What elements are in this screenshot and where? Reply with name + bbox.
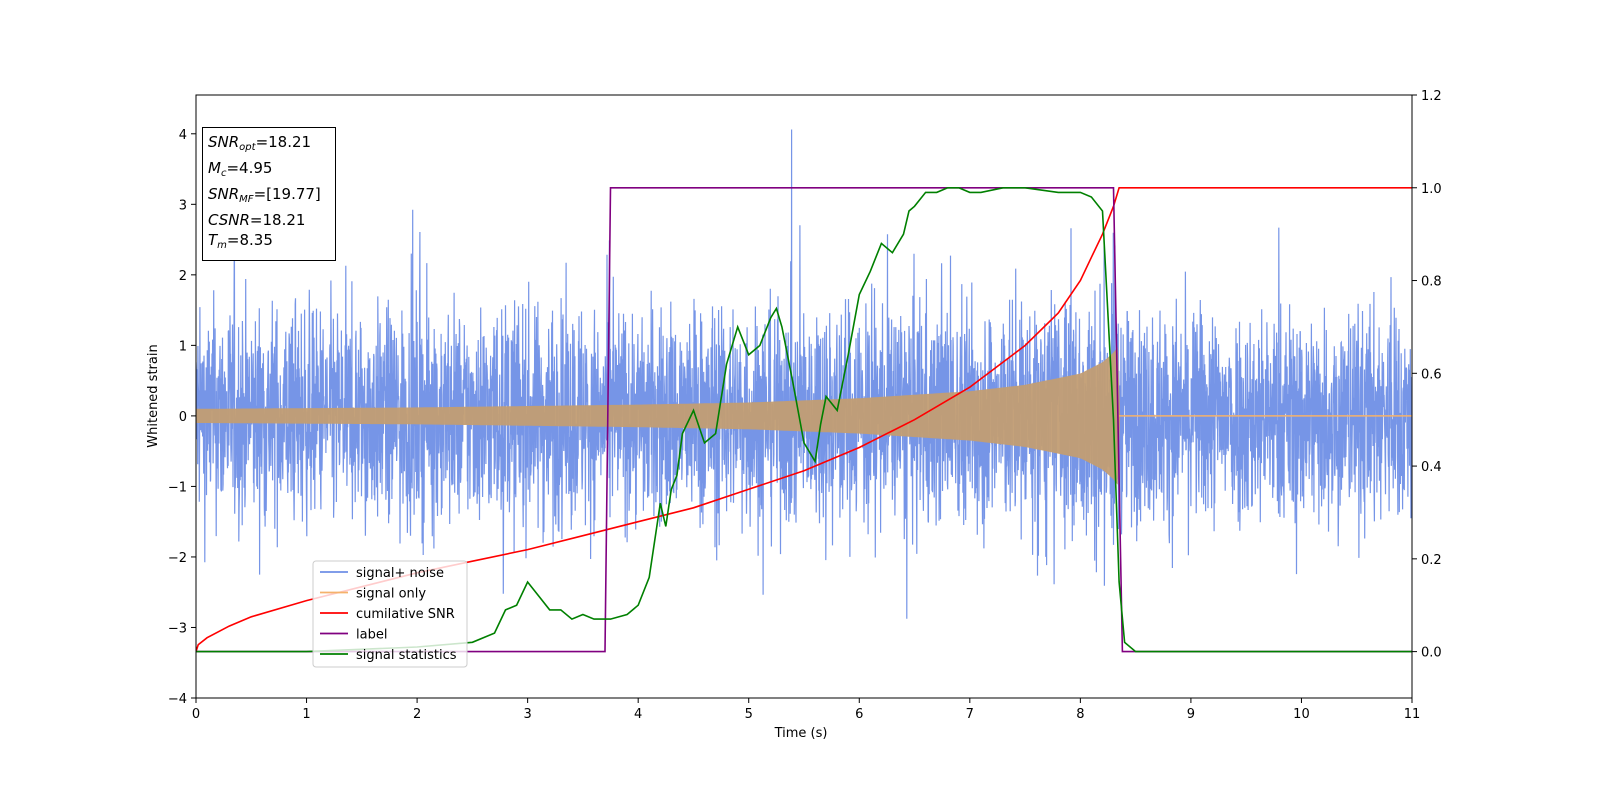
x-tick-label: 3 <box>523 707 531 722</box>
x-tick-label: 5 <box>745 707 753 722</box>
y2-tick-label: 0.0 <box>1421 646 1442 661</box>
y2-tick-label: 0.6 <box>1421 367 1442 382</box>
x-tick-label: 9 <box>1187 707 1195 722</box>
y2-tick-label: 0.2 <box>1421 553 1442 568</box>
info-mc-value: =4.95 <box>226 159 273 177</box>
legend-items: signal+ noise signal only cumilative SNR la… <box>320 566 457 663</box>
y-tick-label: −3 <box>168 621 187 636</box>
info-mc: Mc=4.95 <box>208 158 331 184</box>
legend-label-signal-only: signal only <box>356 587 426 602</box>
y2-axis-ticks: 0.0 0.2 0.4 0.6 0.8 1.0 1.2 <box>1412 89 1442 661</box>
y-tick-label: −1 <box>168 480 187 495</box>
info-snr-opt-symbol: SNR <box>208 133 240 151</box>
y-tick-label: −2 <box>168 551 187 566</box>
info-csnr-symbol: CSNR <box>208 211 250 229</box>
y-axis-label: Whitened strain <box>146 344 161 447</box>
x-tick-label: 8 <box>1076 707 1084 722</box>
x-tick-label: 4 <box>634 707 642 722</box>
info-snr-mf-value: =[19.77] <box>253 185 321 203</box>
info-snr-mf-symbol: SNR <box>208 185 240 203</box>
plot-area <box>196 129 1412 653</box>
x-tick-label: 0 <box>192 707 200 722</box>
y-tick-label: 1 <box>179 339 187 354</box>
legend-label-label: label <box>356 628 387 643</box>
x-tick-label: 7 <box>966 707 974 722</box>
signal-only-series <box>196 347 1412 485</box>
y-tick-label: 3 <box>179 198 187 213</box>
info-snr-opt: SNRopt=18.21 <box>208 132 331 158</box>
x-tick-label: 10 <box>1293 707 1310 722</box>
y-tick-label: 4 <box>179 128 187 143</box>
legend-label-cumilative-snr: cumilative SNR <box>356 607 455 622</box>
info-snr-opt-subscript: opt <box>239 142 256 153</box>
legend-label-signal-noise: signal+ noise <box>356 566 444 581</box>
y2-tick-label: 0.4 <box>1421 460 1442 475</box>
y-axis-ticks: −4 −3 −2 −1 0 1 2 3 4 <box>168 128 196 707</box>
info-csnr-value: =18.21 <box>249 211 306 229</box>
legend: signal+ noise signal only cumilative SNR la… <box>312 560 468 668</box>
y-tick-label: 2 <box>179 269 187 284</box>
y2-tick-label: 1.0 <box>1421 182 1442 197</box>
x-axis-label: Time (s) <box>774 726 828 741</box>
info-snr-mf: SNRMF=[19.77] <box>208 184 331 210</box>
legend-frame <box>312 560 468 668</box>
y-tick-label: 0 <box>179 410 187 425</box>
info-snr-opt-value: =18.21 <box>255 133 312 151</box>
info-tm: Tm=8.35 <box>208 230 331 256</box>
y2-tick-label: 1.2 <box>1421 89 1442 104</box>
info-box: SNRopt=18.21 Mc=4.95 SNRMF=[19.77] CSNR=… <box>202 127 336 261</box>
x-tick-label: 2 <box>413 707 421 722</box>
signal-noise-line <box>196 129 1412 619</box>
signal-statistics-line <box>196 187 1412 653</box>
info-tm-subscript: m <box>217 240 227 251</box>
signal-noise-series <box>196 129 1412 619</box>
signal-only-band <box>196 347 1412 485</box>
x-tick-label: 11 <box>1404 707 1421 722</box>
info-mc-symbol: M <box>208 159 221 177</box>
plot-frame <box>195 94 1413 699</box>
info-tm-symbol: T <box>208 231 218 249</box>
x-axis-ticks: 0 1 2 3 4 5 6 7 8 9 10 11 <box>192 698 1420 722</box>
y-tick-label: −4 <box>168 692 187 707</box>
info-tm-value: =8.35 <box>226 231 273 249</box>
legend-label-signal-statistics: signal statistics <box>356 648 457 663</box>
info-snr-mf-subscript: MF <box>239 194 254 205</box>
info-csnr: CSNR=18.21 <box>208 210 331 230</box>
x-tick-label: 6 <box>855 707 863 722</box>
y2-tick-label: 0.8 <box>1421 275 1442 290</box>
x-tick-label: 1 <box>302 707 310 722</box>
right-axis-series <box>196 187 1412 653</box>
cumilative-snr-line <box>196 187 1412 652</box>
info-mc-subscript: c <box>220 168 227 179</box>
